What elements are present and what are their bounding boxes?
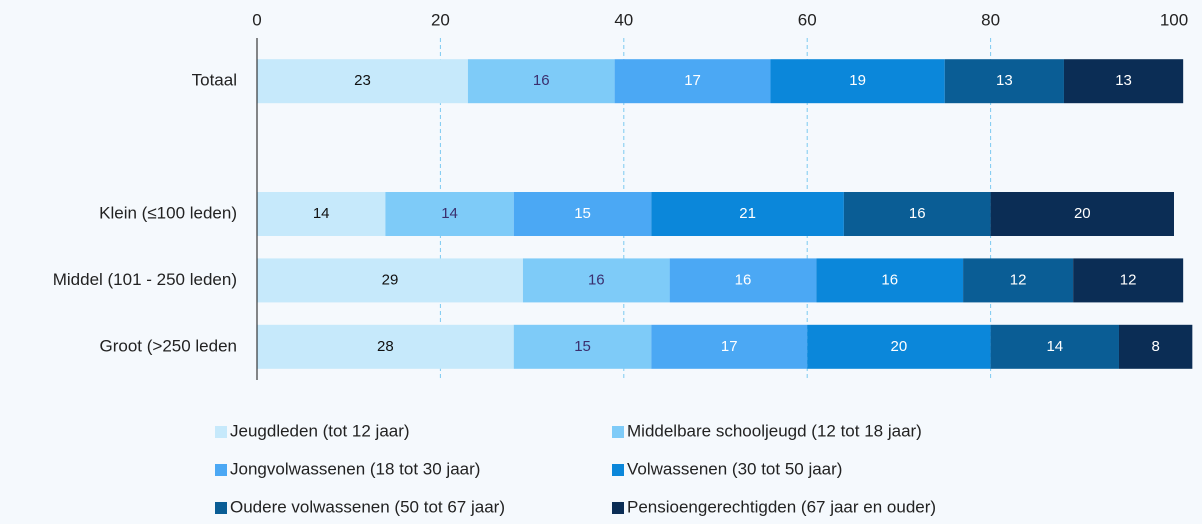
- value-label: 17: [721, 338, 738, 355]
- bar-segment: [257, 59, 468, 104]
- x-tick-label: 60: [798, 10, 817, 29]
- bar-segment: [770, 59, 945, 104]
- value-label: 20: [891, 338, 908, 355]
- value-label: 21: [739, 205, 756, 222]
- legend-swatch: [612, 502, 624, 514]
- bar-segment: [990, 192, 1174, 236]
- bar-segment: [513, 324, 652, 369]
- x-tick-label: 80: [981, 10, 1000, 29]
- legend-label: Pensioengerechtigden (67 jaar en ouder): [627, 497, 936, 516]
- bar-segment: [944, 59, 1064, 104]
- bar-segment: [651, 324, 808, 369]
- value-label: 15: [574, 338, 591, 355]
- bar-segment: [257, 258, 523, 303]
- value-label: 14: [1046, 338, 1063, 355]
- value-label: 16: [881, 271, 898, 288]
- bar-segment: [1118, 324, 1193, 369]
- legend-label: Middelbare schooljeugd (12 tot 18 jaar): [627, 421, 922, 440]
- bar-segment: [807, 324, 991, 369]
- value-label: 29: [382, 271, 399, 288]
- x-tick-label: 100: [1160, 10, 1188, 29]
- legend-label: Oudere volwassenen (50 tot 67 jaar): [230, 497, 505, 516]
- y-tick-label: Groot (>250 leden: [99, 336, 237, 355]
- bar-segment: [467, 59, 615, 104]
- legend-swatch: [215, 464, 227, 476]
- bar-segment: [385, 192, 514, 236]
- value-label: 16: [533, 72, 550, 89]
- value-label: 13: [996, 72, 1013, 89]
- bar-segment: [513, 192, 652, 236]
- bar-segment: [669, 258, 817, 303]
- value-label: 13: [1115, 72, 1132, 89]
- x-tick-label: 20: [431, 10, 450, 29]
- y-tick-label: Middel (101 - 250 leden): [53, 270, 237, 289]
- bar-segment: [816, 258, 964, 303]
- value-label: 14: [441, 205, 458, 222]
- bar-segment: [843, 192, 991, 236]
- legend-label: Volwassenen (30 tot 50 jaar): [627, 459, 842, 478]
- legend-swatch: [215, 502, 227, 514]
- bar-segment: [963, 258, 1074, 303]
- bar-segment: [257, 192, 386, 236]
- value-label: 16: [735, 271, 752, 288]
- bar-segment: [1063, 59, 1184, 104]
- bar-segment: [614, 59, 771, 104]
- value-label: 12: [1010, 271, 1027, 288]
- value-label: 15: [574, 205, 591, 222]
- value-label: 16: [588, 271, 605, 288]
- x-tick-label: 40: [614, 10, 633, 29]
- legend-swatch: [612, 426, 624, 438]
- bar-segment: [990, 324, 1119, 369]
- legend-label: Jeugdleden (tot 12 jaar): [230, 421, 410, 440]
- value-label: 28: [377, 338, 394, 355]
- legend-swatch: [612, 464, 624, 476]
- legend-swatch: [215, 426, 227, 438]
- x-tick-label: 0: [252, 10, 261, 29]
- value-label: 23: [354, 72, 371, 89]
- bar-segment: [257, 324, 514, 369]
- value-label: 20: [1074, 205, 1091, 222]
- bar-segment: [1073, 258, 1184, 303]
- value-label: 19: [849, 72, 866, 89]
- bar-segment: [522, 258, 670, 303]
- y-tick-label: Klein (≤100 leden): [99, 203, 237, 222]
- value-label: 8: [1151, 338, 1159, 355]
- value-label: 14: [313, 205, 330, 222]
- value-label: 12: [1120, 271, 1137, 288]
- bar-segment: [651, 192, 844, 236]
- legend-label: Jongvolwassenen (18 tot 30 jaar): [230, 459, 480, 478]
- y-tick-label: Totaal: [192, 71, 237, 90]
- value-label: 16: [909, 205, 926, 222]
- value-label: 17: [684, 72, 701, 89]
